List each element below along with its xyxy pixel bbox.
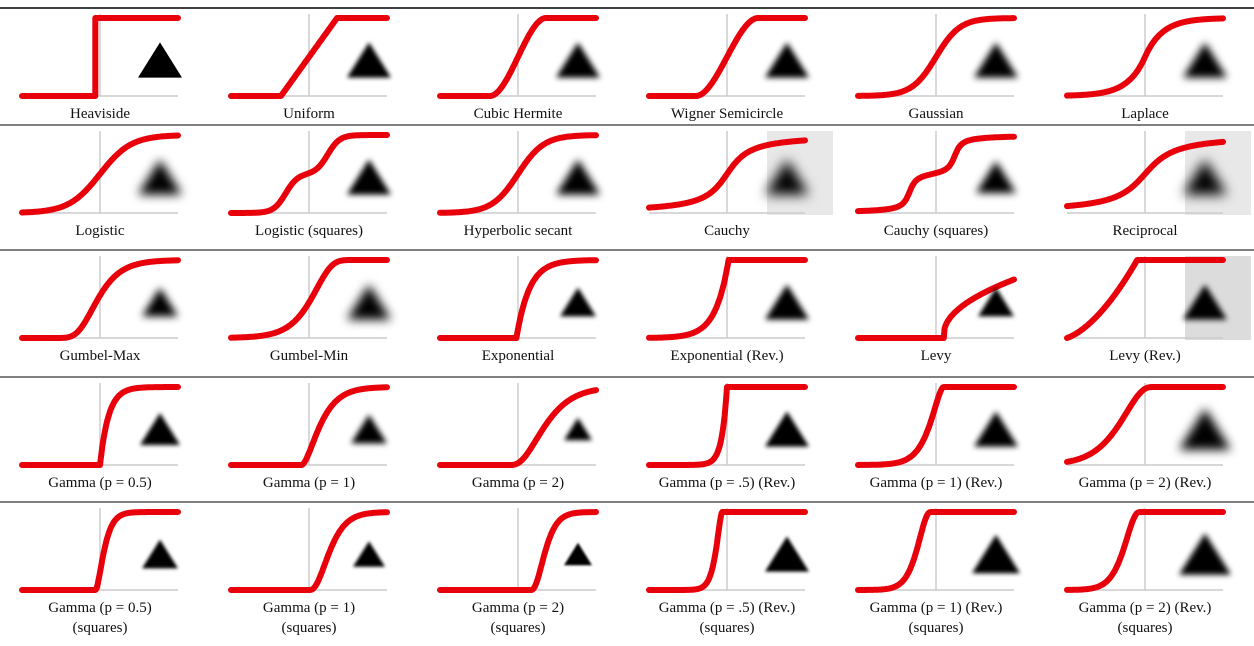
panel-label: Logistic <box>75 223 125 239</box>
panel: Laplace <box>1067 14 1227 122</box>
panel: Wigner Semicircle <box>649 14 809 122</box>
panel-label: Cubic Hermite <box>474 106 563 122</box>
triangle <box>972 535 1020 573</box>
panel-label: Heaviside <box>70 106 130 122</box>
triangle <box>765 411 809 446</box>
panel-label: Reciprocal <box>1113 223 1178 239</box>
panel-label: Gamma (p = 0.5) <box>48 600 151 616</box>
triangle <box>564 418 592 440</box>
panel-note: (squares) <box>282 620 337 636</box>
panel: Heaviside <box>22 14 182 122</box>
triangle <box>142 288 178 317</box>
panel-label: Exponential <box>482 348 554 364</box>
panel: Levy (Rev.) <box>1067 256 1251 364</box>
triangle <box>353 541 385 567</box>
panel-label: Cauchy <box>704 223 750 239</box>
panel: Gumbel-Min <box>231 256 391 364</box>
panel: Gamma (p = 0.5) <box>22 383 180 491</box>
panel-note: (squares) <box>491 620 546 636</box>
panel-label: Gamma (p = 1) (Rev.) <box>870 600 1003 616</box>
panel: Gamma (p = 2) (Rev.) (squares) <box>1067 508 1231 636</box>
panel-label: Levy (Rev.) <box>1109 348 1181 364</box>
panel-label: Gamma (p = 0.5) <box>48 475 151 491</box>
panel: Gamma (p = 1) (squares) <box>231 508 387 636</box>
panel: Gamma (p = 2) (squares) <box>440 508 596 636</box>
panel-label: Gaussian <box>909 106 964 122</box>
panel-label: Gamma (p = .5) (Rev.) <box>659 600 796 616</box>
triangle <box>765 536 809 571</box>
figure: Heaviside Uniform Cubic Hermite Wigner Semi… <box>0 0 1254 641</box>
panel: Reciprocal <box>1067 131 1251 239</box>
panel: Gamma (p = 0.5) (squares) <box>22 508 178 636</box>
triangle <box>974 42 1018 77</box>
panel: Cauchy (squares) <box>858 131 1016 239</box>
panel: Logistic (squares) <box>231 131 391 239</box>
triangle <box>347 42 391 77</box>
panel: Gaussian <box>858 14 1018 122</box>
triangle <box>976 161 1016 193</box>
triangle <box>1179 408 1231 450</box>
triangle <box>347 284 391 319</box>
panel: Gumbel-Max <box>22 256 178 364</box>
panel-label: Gamma (p = 1) (Rev.) <box>870 475 1003 491</box>
panel: Hyperbolic secant <box>440 131 600 239</box>
panel-label: Gumbel-Max <box>60 348 141 364</box>
panel: Gamma (p = 2) (Rev.) <box>1067 383 1231 491</box>
panel: Cubic Hermite <box>440 14 600 122</box>
triangle <box>974 411 1018 446</box>
panel: Gamma (p = .5) (Rev.) <box>649 383 809 491</box>
panel-label: Gumbel-Min <box>270 348 349 364</box>
panel-label: Gamma (p = 1) <box>263 600 355 616</box>
triangle <box>140 413 180 445</box>
panel-label: Wigner Semicircle <box>671 106 784 122</box>
triangle <box>347 159 391 194</box>
panel: Gamma (p = 1) (Rev.) (squares) <box>858 508 1020 636</box>
triangle <box>138 42 182 77</box>
triangle <box>556 42 600 77</box>
panel: Gamma (p = .5) (Rev.) (squares) <box>649 508 809 636</box>
panel-label: Uniform <box>283 106 335 122</box>
panel-note: (squares) <box>1118 620 1173 636</box>
panel-label: Gamma (p = 2) <box>472 475 564 491</box>
triangle <box>142 540 178 569</box>
panel-note: (squares) <box>909 620 964 636</box>
panel-note: (squares) <box>73 620 128 636</box>
triangle <box>564 543 592 565</box>
panel: Cauchy <box>649 131 833 239</box>
panel-label: Laplace <box>1121 106 1169 122</box>
triangle <box>560 288 596 317</box>
panel-label: Gamma (p = 2) <box>472 600 564 616</box>
panel-label: Exponential (Rev.) <box>670 348 783 364</box>
triangle <box>765 42 809 77</box>
gray-box <box>1185 256 1251 340</box>
triangle <box>351 415 387 444</box>
panel-label: Levy <box>921 348 952 364</box>
panel: Uniform <box>231 14 391 122</box>
triangle <box>1179 533 1231 575</box>
panel-label: Gamma (p = 1) <box>263 475 355 491</box>
panel: Logistic <box>22 131 182 239</box>
panel-label: Hyperbolic secant <box>464 223 574 239</box>
triangle <box>138 159 182 194</box>
panel-label: Cauchy (squares) <box>884 223 989 239</box>
panel-label: Gamma (p = 2) (Rev.) <box>1079 475 1212 491</box>
triangle <box>765 284 809 319</box>
panel: Gamma (p = 1) (Rev.) <box>858 383 1018 491</box>
panel: Levy <box>858 256 1014 364</box>
panel-note: (squares) <box>700 620 755 636</box>
panel-label: Gamma (p = 2) (Rev.) <box>1079 600 1212 616</box>
panel: Exponential (Rev.) <box>649 256 809 364</box>
triangle <box>556 159 600 194</box>
panel-label: Logistic (squares) <box>255 223 363 239</box>
triangle <box>1183 42 1227 77</box>
panel: Gamma (p = 1) <box>231 383 387 491</box>
panel-label: Gamma (p = .5) (Rev.) <box>659 475 796 491</box>
panel: Exponential <box>440 256 596 364</box>
panel: Gamma (p = 2) <box>440 383 596 491</box>
